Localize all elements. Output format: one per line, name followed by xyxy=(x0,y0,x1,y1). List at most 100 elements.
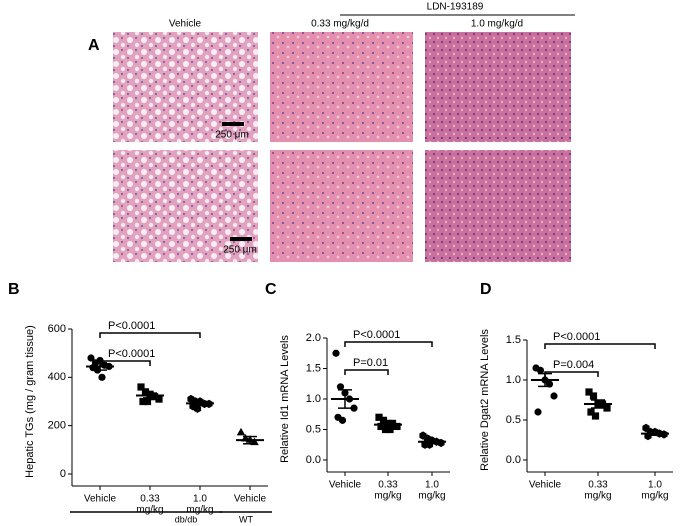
column-header: 0.33 mg/kg/d xyxy=(311,19,369,30)
panel-label: D xyxy=(480,281,492,298)
y-tick-label: 0.5 xyxy=(506,414,521,426)
point xyxy=(336,383,345,391)
image-low-1 xyxy=(270,32,413,142)
x-tick-label: 0.33 xyxy=(588,480,608,491)
y-axis-label: Hepatic TGs (mg / gram tissue) xyxy=(24,325,36,478)
point xyxy=(143,397,152,406)
point xyxy=(98,373,106,381)
point xyxy=(137,383,145,391)
point xyxy=(150,393,159,401)
point xyxy=(393,422,401,431)
group-label: WT xyxy=(239,514,253,524)
significance-bracket xyxy=(344,341,433,347)
significance-bracket xyxy=(99,360,151,366)
point xyxy=(193,404,202,413)
significance-bracket xyxy=(544,343,656,349)
x-tick-label: mg/kg xyxy=(641,491,668,502)
significance-bracket xyxy=(99,332,201,338)
x-tick-label: 0.33 xyxy=(140,494,160,505)
y-axis-label: Relative Id1 mRNA Levels xyxy=(279,335,291,463)
x-tick-label: mg/kg xyxy=(186,505,213,516)
sem-bar xyxy=(143,392,157,399)
point xyxy=(332,349,340,357)
x-tick-label: mg/kg xyxy=(136,505,163,516)
x-tick-label: 0.33 xyxy=(378,480,398,491)
y-tick-label: 1.5 xyxy=(306,362,321,374)
point xyxy=(603,404,611,412)
panel-label: C xyxy=(265,281,277,298)
x-tick-label: Vehicle xyxy=(84,494,117,505)
point xyxy=(591,412,600,420)
p-value: P<0.0001 xyxy=(108,348,155,360)
point xyxy=(587,408,595,416)
point xyxy=(375,413,383,421)
panel-label: B xyxy=(8,281,20,298)
significance-bracket xyxy=(544,371,599,377)
point xyxy=(350,404,358,412)
sem-bar xyxy=(591,399,605,409)
y-tick-label: 0.5 xyxy=(306,423,321,435)
y-axis-label: Relative Dgat2 mRNA Levels xyxy=(479,329,491,471)
image-low-2 xyxy=(270,150,413,262)
y-tick-label: 1.5 xyxy=(506,334,521,346)
sem-bar xyxy=(338,389,352,409)
y-tick-label: 2.0 xyxy=(306,332,321,344)
point xyxy=(536,366,545,374)
point xyxy=(534,408,542,416)
x-tick-label: mg/kg xyxy=(418,491,445,502)
histology-images xyxy=(113,32,571,262)
x-tick-label: Vehicle xyxy=(234,494,267,505)
sem-bar xyxy=(243,435,257,445)
x-tick-label: Vehicle xyxy=(529,480,562,491)
point xyxy=(87,354,95,362)
y-tick-label: 1.0 xyxy=(506,374,521,386)
x-tick-label: 1.0 xyxy=(425,480,439,491)
group-label: db/db xyxy=(175,514,198,524)
image-high-1 xyxy=(425,32,571,142)
x-tick-label: 1.0 xyxy=(648,480,662,491)
point xyxy=(236,427,246,436)
y-tick-label: 0.0 xyxy=(506,454,521,466)
scale-label: 250 μm xyxy=(223,245,257,256)
image-high-2 xyxy=(425,150,571,262)
sem-bar xyxy=(648,431,662,436)
p-value: P=0.01 xyxy=(353,357,388,369)
x-tick-label: mg/kg xyxy=(374,491,401,502)
sem-bar xyxy=(381,422,395,428)
point xyxy=(155,395,163,403)
sem-bar xyxy=(425,439,439,445)
point xyxy=(338,416,347,424)
point xyxy=(585,388,593,396)
point xyxy=(386,425,394,434)
point xyxy=(589,392,598,400)
panel-label: A xyxy=(88,37,100,54)
significance-bracket xyxy=(344,369,389,375)
point xyxy=(139,397,147,406)
column-header: Vehicle xyxy=(169,19,202,30)
y-tick-label: 0.0 xyxy=(306,454,321,466)
point xyxy=(381,425,390,434)
y-tick-label: 200 xyxy=(48,420,66,432)
x-tick-label: 1.0 xyxy=(193,494,207,505)
y-tick-label: 400 xyxy=(48,371,66,383)
y-tick-label: 600 xyxy=(48,323,66,335)
image-vehicle-2 xyxy=(113,150,258,262)
y-tick-label: 0 xyxy=(60,468,66,480)
scale-bar xyxy=(222,122,244,126)
x-tick-label: Vehicle xyxy=(329,480,362,491)
scale-bar xyxy=(230,237,252,241)
point xyxy=(550,392,558,400)
point xyxy=(379,416,388,424)
column-header: 1.0 mg/kg/d xyxy=(471,19,523,30)
y-tick-label: 1.0 xyxy=(306,393,321,405)
scale-label: 250 μm xyxy=(215,130,249,141)
group-label: LDN-193189 xyxy=(427,2,484,13)
p-value: P<0.0001 xyxy=(108,320,155,332)
sem-bar xyxy=(193,400,207,407)
p-value: P<0.0001 xyxy=(553,331,600,343)
x-tick-label: mg/kg xyxy=(584,491,611,502)
p-value: P<0.0001 xyxy=(353,329,400,341)
point xyxy=(141,388,150,396)
p-value: P=0.004 xyxy=(553,359,594,371)
